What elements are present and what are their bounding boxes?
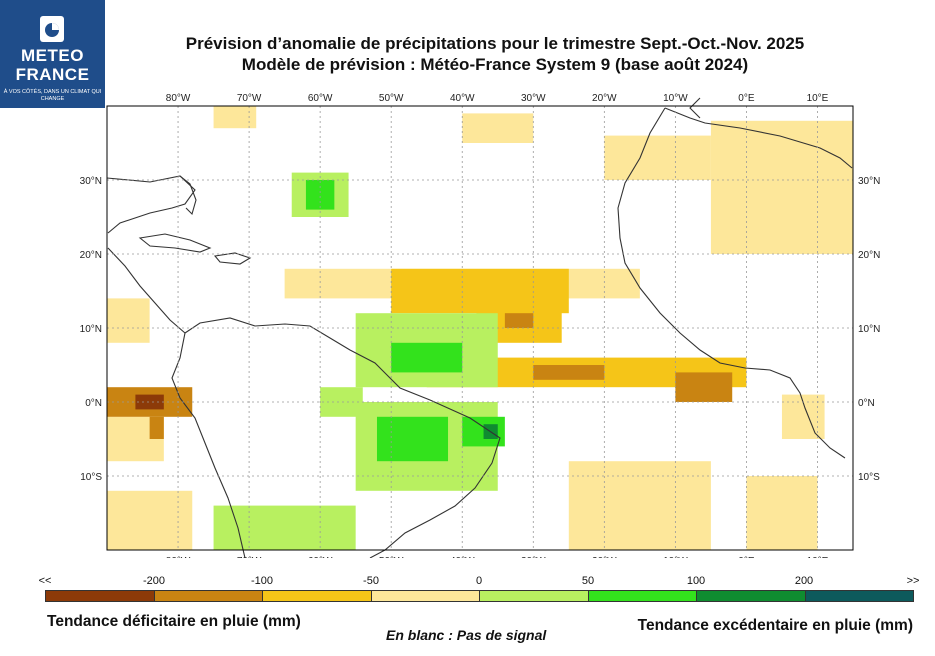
anomaly-cell (746, 476, 818, 550)
coastline-africa-north (664, 107, 853, 169)
legend-threshold: 100 (686, 575, 706, 587)
coastline-north-america (106, 175, 196, 234)
anomaly-cell (149, 416, 164, 439)
logo-tagline: À VOS CÔTÉS, DANS UN CLIMAT QUI CHANGE (3, 89, 102, 102)
meteo-france-logo: METEO FRANCE À VOS CÔTÉS, DANS UN CLIMAT… (0, 0, 105, 108)
longitude-label: 70°W (237, 93, 262, 104)
latitude-label: 0°N (858, 398, 875, 409)
no-signal-caption: En blanc : Pas de signal (386, 627, 547, 643)
anomaly-cell (568, 461, 711, 550)
meteo-france-logo-icon (40, 16, 64, 42)
anomaly-cell (320, 387, 363, 417)
anomaly-cell (675, 372, 733, 402)
legend-colorbar (45, 590, 914, 602)
map-frame (106, 105, 854, 551)
logo-line-2: FRANCE (15, 65, 90, 84)
longitude-label: 70°W (237, 556, 262, 558)
longitude-label: 10°W (663, 556, 688, 558)
anomaly-cell (504, 313, 534, 328)
axis-labels: 80°W 80°W 70°W 70°W 60°W 60°W 50°W 50°W 40°W 40°W… (80, 93, 881, 558)
longitude-label: 0°E (738, 93, 755, 104)
legend-threshold: 0 (475, 575, 483, 587)
coastline-iberia (689, 97, 701, 119)
anomaly-cell (533, 365, 605, 380)
longitude-label: 10°E (807, 556, 829, 558)
anomaly-cell (462, 113, 534, 143)
anomaly-cell (604, 135, 711, 180)
anomaly-cell (213, 106, 257, 129)
coastline-central-america (107, 247, 186, 334)
map-subtitle: Modèle de prévision : Météo-France Syste… (241, 55, 749, 74)
latitude-label: 30°N (80, 176, 102, 187)
map-title: Prévision d’anomalie de précipitations p… (185, 34, 805, 53)
graticule (107, 106, 853, 550)
legend-swatch (153, 590, 263, 602)
latitude-label: 10°S (80, 472, 102, 483)
legend-swatch (696, 590, 806, 602)
latitude-label: 10°N (858, 324, 880, 335)
latitude-label: 0°N (85, 398, 102, 409)
coastline-cuba (138, 233, 212, 253)
longitude-label: 20°W (592, 556, 617, 558)
longitude-label: 40°W (450, 556, 475, 558)
anomaly-cell (305, 180, 335, 210)
longitude-label: 60°W (308, 93, 333, 104)
latitude-label: 10°N (80, 324, 102, 335)
longitude-label: 30°W (521, 93, 546, 104)
precipitation-anomaly-map: 80°W 80°W 70°W 70°W 60°W 60°W 50°W 50°W 40°W 40°W… (0, 88, 935, 558)
legend-swatch (804, 590, 914, 602)
legend-threshold: 200 (794, 575, 814, 587)
anomaly-cell (391, 342, 463, 373)
latitude-label: 20°N (858, 250, 880, 261)
anomaly-cell (376, 416, 449, 462)
legend-swatch (479, 590, 589, 602)
longitude-label: 50°W (379, 556, 404, 558)
longitude-label: 60°W (308, 556, 333, 558)
coastline-hispaniola (213, 252, 252, 265)
anomaly-cell (213, 505, 356, 550)
legend-swatch (370, 590, 480, 602)
logo-line-1: METEO (21, 46, 84, 65)
anomaly-cell (107, 298, 150, 343)
legend-left-arrow: << (38, 575, 52, 587)
latitude-label: 10°S (858, 472, 880, 483)
legend-threshold: -50 (363, 575, 379, 587)
anomaly-cell (710, 120, 853, 254)
legend-threshold: 50 (581, 575, 595, 587)
longitude-label: 30°W (521, 556, 546, 558)
legend-threshold: -200 (142, 575, 166, 587)
longitude-label: 80°W (166, 93, 191, 104)
legend-right-arrow: >> (906, 575, 920, 587)
excess-caption: Tendance excédentaire en pluie (mm) (637, 617, 913, 634)
deficit-caption: Tendance déficitaire en pluie (mm) (47, 613, 301, 630)
longitude-label: 10°W (663, 93, 688, 104)
coastline-south-america-west (171, 332, 246, 558)
latitude-label: 30°N (858, 176, 880, 187)
coastline-africa-west (617, 107, 846, 459)
legend-swatch (587, 590, 697, 602)
longitude-label: 0°E (738, 556, 755, 558)
legend-threshold: -100 (250, 575, 274, 587)
longitude-label: 80°W (166, 556, 191, 558)
legend-swatch (262, 590, 372, 602)
legend-swatch (45, 590, 155, 602)
longitude-label: 20°W (592, 93, 617, 104)
latitude-label: 20°N (80, 250, 102, 261)
longitude-label: 40°W (450, 93, 475, 104)
longitude-label: 10°E (807, 93, 829, 104)
longitude-label: 50°W (379, 93, 404, 104)
anomaly-cells (107, 106, 853, 550)
anomaly-cell (107, 490, 193, 550)
land-outlines (106, 97, 853, 558)
coastline-florida (179, 175, 197, 216)
coastline-south-america (184, 317, 501, 558)
map-canvas: 80°W 80°W 70°W 70°W 60°W 60°W 50°W 50°W 40°W 40°W… (80, 93, 881, 558)
anomaly-cell (135, 394, 164, 410)
